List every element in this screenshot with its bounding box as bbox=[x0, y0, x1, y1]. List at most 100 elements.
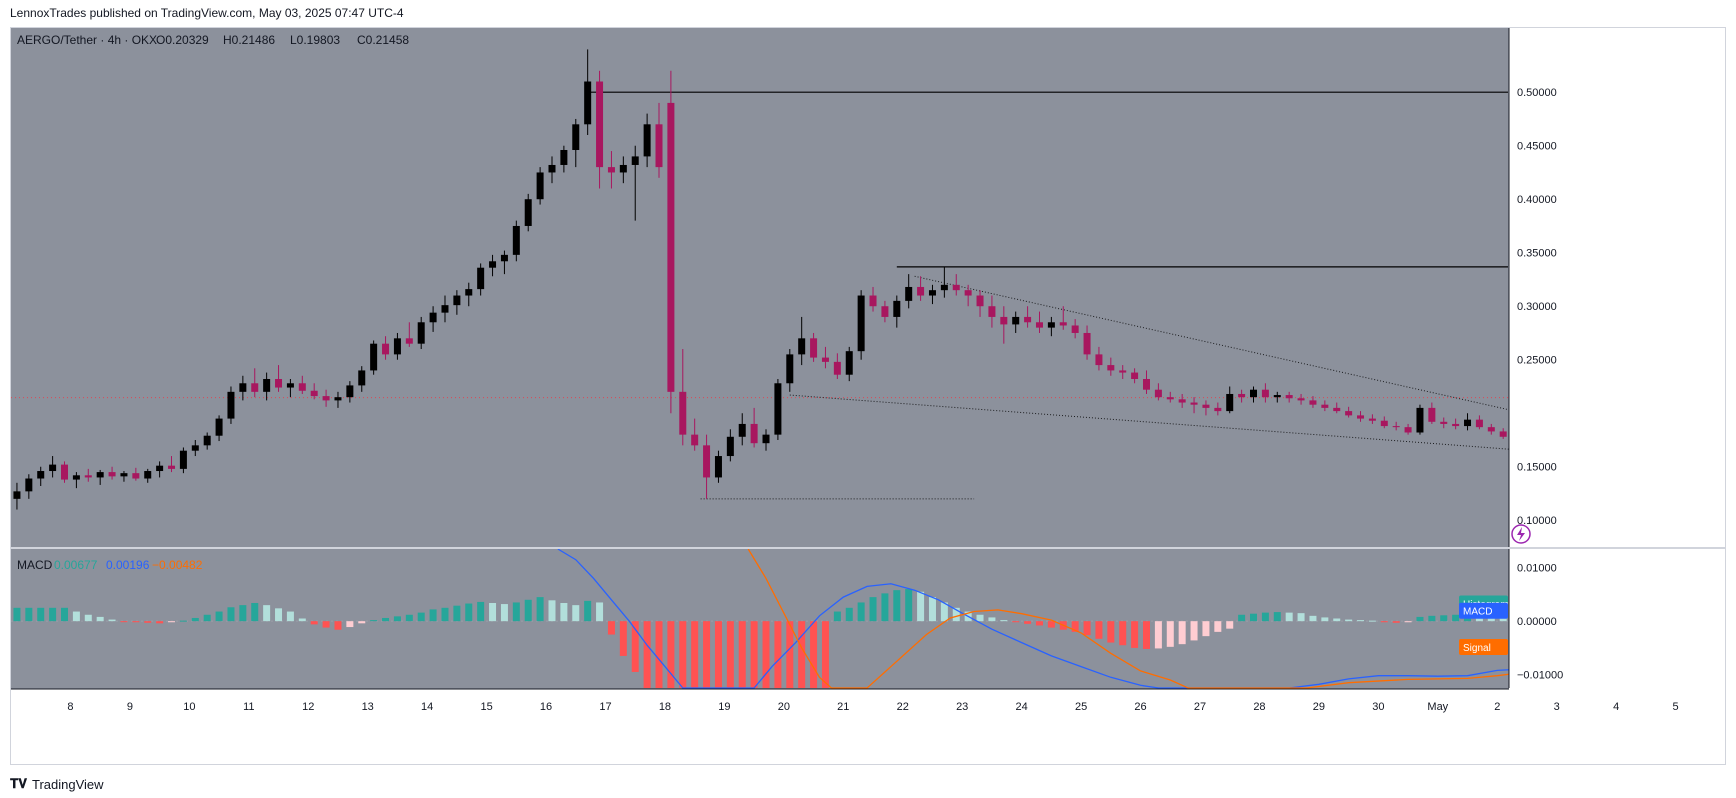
macd-histogram-bar bbox=[631, 621, 639, 672]
symbol-label: AERGO/Tether · 4h · OKX bbox=[17, 33, 157, 47]
candle-body bbox=[382, 343, 390, 355]
macd-histogram-bar bbox=[1392, 621, 1400, 623]
macd-histogram-bar bbox=[619, 621, 627, 656]
macd-histogram-bar bbox=[607, 621, 615, 635]
macd-histogram-bar bbox=[1083, 621, 1091, 636]
candle-body bbox=[203, 435, 211, 446]
candle-body bbox=[227, 391, 235, 419]
macd-histogram-bar bbox=[548, 600, 556, 622]
candle-body bbox=[1178, 399, 1186, 403]
candle-body bbox=[1024, 316, 1032, 323]
macd-histogram-bar bbox=[1250, 613, 1258, 622]
macd-histogram-bar bbox=[512, 602, 520, 622]
time-tick-label: 19 bbox=[718, 701, 730, 713]
macd-legend-hist: 0.00677 bbox=[54, 558, 98, 572]
candle-body bbox=[881, 306, 889, 317]
candle-body bbox=[607, 167, 615, 173]
price-tick-label: 0.45000 bbox=[1517, 141, 1557, 153]
macd-histogram-bar bbox=[49, 607, 57, 622]
candle-body bbox=[1452, 423, 1460, 427]
macd-histogram-bar bbox=[643, 621, 651, 688]
candle-body bbox=[96, 472, 104, 478]
macd-histogram-bar bbox=[72, 611, 80, 622]
tradingview-logo-icon[interactable]: 𝐓𝐕 bbox=[10, 776, 27, 791]
lightning-icon[interactable] bbox=[1511, 524, 1531, 544]
macd-histogram-bar bbox=[417, 612, 425, 622]
macd-histogram-bar bbox=[821, 621, 829, 688]
macd-histogram-bar bbox=[310, 621, 318, 625]
price-tick-label: 0.25000 bbox=[1517, 355, 1557, 367]
macd-tick-label: 0.01000 bbox=[1517, 563, 1557, 575]
macd-histogram-bar bbox=[655, 621, 663, 688]
macd-histogram-bar bbox=[239, 605, 247, 622]
macd-histogram-bar bbox=[952, 607, 960, 622]
macd-tick-label: 0.00000 bbox=[1517, 616, 1557, 628]
axes: 0.50000 0.45000 0.40000 0.35000 0.30000 0.250… bbox=[11, 28, 1725, 764]
macd-histogram-bar bbox=[869, 597, 877, 622]
macd-histogram-bar bbox=[560, 602, 568, 622]
macd-histogram-bar bbox=[500, 604, 508, 622]
macd-histogram-bar bbox=[1012, 621, 1020, 623]
macd-histogram-bar bbox=[382, 617, 390, 622]
price-axis-bg bbox=[1509, 28, 1725, 764]
candle-body bbox=[358, 370, 366, 386]
macd-histogram-bar bbox=[1368, 620, 1376, 622]
time-tick-label: 10 bbox=[183, 701, 195, 713]
candle-body bbox=[572, 124, 580, 150]
time-tick-label: 14 bbox=[421, 701, 433, 713]
candle-body bbox=[667, 102, 675, 392]
macd-histogram-bar bbox=[596, 602, 604, 622]
candle-body bbox=[429, 312, 437, 323]
candle-body bbox=[334, 397, 342, 401]
candle-body bbox=[893, 300, 901, 317]
candle-body bbox=[964, 290, 972, 296]
macd-histogram-bar bbox=[667, 621, 675, 688]
candle-body bbox=[762, 434, 770, 444]
macd-histogram-bar bbox=[1178, 621, 1186, 645]
macd-histogram-bar bbox=[1071, 621, 1079, 632]
candle-body bbox=[453, 295, 461, 306]
candle-body bbox=[215, 418, 223, 436]
candle-body bbox=[833, 361, 841, 375]
time-tick-label: 22 bbox=[897, 701, 909, 713]
macd-histogram-bar bbox=[1119, 621, 1127, 646]
candle-body bbox=[643, 124, 651, 157]
time-tick-label: 3 bbox=[1554, 701, 1560, 713]
candle-body bbox=[1487, 427, 1495, 432]
macd-histogram-bar bbox=[1261, 612, 1269, 622]
candle-body bbox=[489, 261, 497, 268]
candle-body bbox=[1059, 322, 1067, 326]
macd-histogram-bar bbox=[1202, 621, 1210, 637]
time-tick-label: 30 bbox=[1372, 701, 1384, 713]
macd-histogram-bar bbox=[1154, 621, 1162, 649]
macd-histogram-bar bbox=[227, 607, 235, 622]
candle-body bbox=[1202, 404, 1210, 408]
candle-body bbox=[1333, 407, 1341, 412]
time-tick-label: 20 bbox=[778, 701, 790, 713]
macd-histogram-bar bbox=[144, 621, 152, 623]
candle-body bbox=[1000, 316, 1008, 325]
macd-histogram-bar bbox=[679, 621, 687, 688]
macd-histogram-bar bbox=[1035, 621, 1043, 626]
footer-brand[interactable]: TradingView bbox=[32, 776, 104, 792]
high-value: H0.21486 bbox=[223, 33, 275, 47]
macd-histogram-bar bbox=[477, 601, 485, 622]
macd-histogram-bar bbox=[798, 621, 806, 688]
macd-histogram-bar bbox=[1107, 621, 1115, 643]
candle-body bbox=[72, 475, 80, 480]
candle-body bbox=[703, 445, 711, 478]
macd-legend-signal: −0.00482 bbox=[152, 558, 203, 572]
candle-body bbox=[976, 295, 984, 307]
macd-histogram-bar bbox=[1226, 621, 1234, 629]
candle-body bbox=[1440, 421, 1448, 424]
candle-body bbox=[810, 338, 818, 358]
macd-histogram-bar bbox=[833, 611, 841, 622]
price-tick-label: 0.10000 bbox=[1517, 515, 1557, 527]
candle-body bbox=[251, 383, 259, 392]
candle-body bbox=[275, 378, 283, 388]
open-value: O0.20329 bbox=[156, 33, 209, 47]
candle-body bbox=[548, 164, 556, 173]
candle-body bbox=[120, 473, 128, 477]
